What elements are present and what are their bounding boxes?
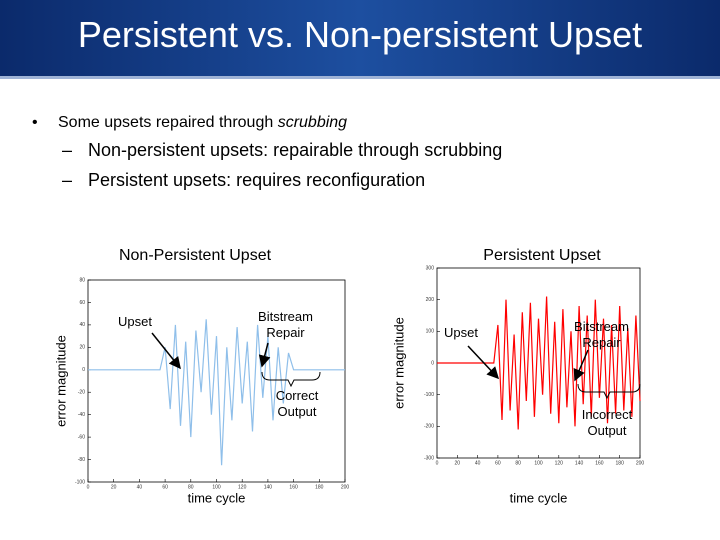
y-tick-label: -200 — [424, 424, 434, 430]
y-tick-label: -20 — [78, 390, 85, 396]
y-tick-label: -300 — [424, 455, 434, 461]
y-tick-label: -40 — [78, 412, 85, 418]
x-tick-label: 0 — [87, 484, 90, 490]
y-tick-label: 60 — [79, 300, 85, 306]
bracket — [577, 383, 641, 400]
chart-title: Persistent Upset — [483, 247, 601, 264]
bullet-text: Some upsets repaired through — [58, 114, 278, 131]
x-tick-label: 140 — [264, 484, 273, 490]
x-tick-label: 200 — [341, 484, 350, 490]
y-tick-label: 20 — [79, 345, 85, 351]
y-tick-label: 40 — [79, 322, 85, 328]
arrow — [573, 349, 589, 382]
x-tick-label: 60 — [495, 460, 501, 466]
title-bar — [0, 0, 720, 79]
dash: – — [62, 170, 73, 190]
x-axis-label: time cycle — [188, 490, 246, 505]
x-tick-label: 140 — [575, 460, 584, 466]
bullet: Some upsets repaired through scrubbing — [58, 114, 347, 132]
x-tick-label: 80 — [188, 484, 194, 490]
chart-title: Non-Persistent Upset — [119, 247, 272, 264]
x-tick-label: 160 — [595, 460, 604, 466]
annotation: Correct Output — [275, 388, 319, 419]
x-tick-label: 120 — [555, 460, 564, 466]
y-tick-label: 0 — [431, 360, 434, 366]
series-line — [437, 296, 641, 430]
bullet-dot: • — [32, 114, 38, 131]
arrow — [151, 332, 181, 370]
y-tick-label: -100 — [75, 479, 85, 485]
y-tick-label: 300 — [426, 265, 435, 271]
slide-title: Persistent vs. Non-persistent Upset — [77, 14, 643, 55]
x-tick-label: 180 — [315, 484, 324, 490]
y-axis-label: error magnitude — [391, 317, 406, 409]
x-tick-label: 20 — [111, 484, 117, 490]
annotation: Bitstream Repair — [258, 309, 313, 340]
annotation: Upset — [118, 314, 152, 329]
sub-bullet: Non-persistent upsets: repairable throug… — [88, 140, 503, 160]
arrow — [258, 342, 271, 368]
x-tick-label: 180 — [616, 460, 625, 466]
x-tick-label: 0 — [436, 460, 439, 466]
annotation: Incorrect Output — [581, 407, 633, 438]
y-tick-label: 200 — [426, 297, 435, 303]
y-tick-label: -100 — [424, 392, 434, 398]
y-tick-label: 80 — [79, 277, 85, 283]
annotation: Bitstream Repair — [574, 319, 629, 350]
dash: – — [62, 140, 73, 160]
x-tick-label: 100 — [534, 460, 543, 466]
x-tick-label: 20 — [455, 460, 461, 466]
annotation: Upset — [444, 325, 478, 340]
series-line — [88, 319, 345, 466]
plot-frame — [87, 279, 346, 483]
bracket — [261, 371, 321, 388]
x-tick-label: 80 — [515, 460, 521, 466]
x-tick-label: 160 — [289, 484, 298, 490]
x-tick-label: 40 — [475, 460, 481, 466]
x-axis-label: time cycle — [510, 490, 568, 505]
y-tick-label: -80 — [78, 457, 85, 463]
x-tick-label: 40 — [137, 484, 143, 490]
y-tick-label: 100 — [426, 329, 435, 335]
x-tick-label: 100 — [212, 484, 221, 490]
y-axis-label: error magnitude — [53, 335, 68, 427]
arrow — [467, 345, 500, 380]
sub-bullet: Persistent upsets: requires reconfigurat… — [88, 170, 426, 190]
bullet-emphasis: scrubbing — [277, 114, 348, 131]
x-tick-label: 120 — [238, 484, 247, 490]
x-tick-label: 60 — [162, 484, 168, 490]
y-tick-label: 0 — [82, 367, 85, 373]
x-tick-label: 200 — [636, 460, 645, 466]
y-tick-label: -60 — [78, 434, 85, 440]
